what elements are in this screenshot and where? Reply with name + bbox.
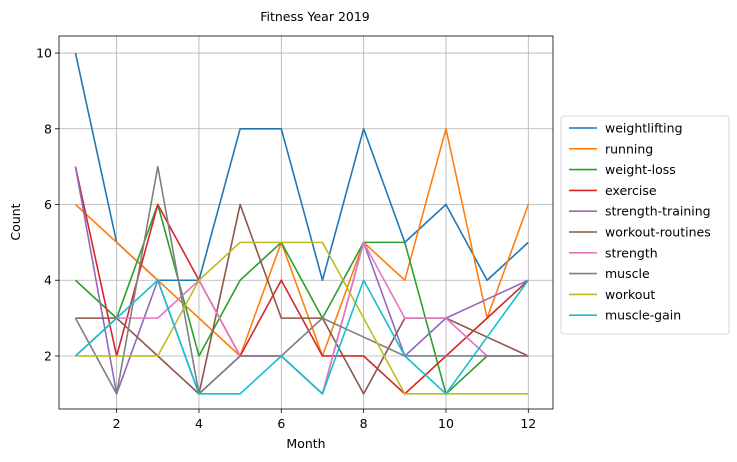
series-line-muscle-gain (74, 279, 529, 395)
series-line-muscle (74, 165, 529, 395)
y-axis-ticks: 2 4 6 8 10 (36, 46, 59, 363)
plot-frame (58, 35, 554, 410)
legend-entry-label: weightlifting (605, 121, 683, 136)
legend-entry-label: strength-training (605, 204, 711, 219)
y-tick-label: 8 (44, 121, 52, 136)
legend-entry-label: weight-loss (605, 162, 676, 177)
series-line-running (74, 127, 530, 357)
x-tick-label: 4 (195, 416, 203, 431)
legend-entry-label: running (605, 141, 653, 156)
legend-entry-label: workout (605, 287, 655, 302)
y-tick-label: 6 (44, 197, 52, 212)
legend-entry-label: muscle (605, 266, 650, 281)
x-tick-label: 8 (360, 416, 368, 431)
chart-title: Fitness Year 2019 (260, 9, 370, 24)
legend-entry-label: muscle-gain (605, 308, 681, 323)
x-tick-label: 12 (520, 416, 536, 431)
x-tick-label: 6 (277, 416, 285, 431)
x-axis-label: Month (286, 436, 325, 451)
y-tick-label: 2 (44, 348, 52, 363)
series-line-workout-routines (75, 203, 529, 395)
x-tick-label: 2 (113, 416, 121, 431)
x-axis-ticks: 2 4 6 8 10 12 (113, 409, 536, 431)
legend-entry-label: workout-routines (605, 225, 711, 240)
series-line-weight-loss (74, 203, 529, 395)
legend-entry-label: exercise (605, 183, 657, 198)
y-axis-label: Count (8, 203, 23, 240)
legend-entry-label: strength (605, 245, 658, 260)
series-line-workout (75, 241, 529, 395)
y-tick-label: 4 (44, 273, 52, 288)
x-tick-label: 10 (438, 416, 454, 431)
y-tick-label: 10 (36, 46, 52, 61)
legend: weightlifting running weight-loss exercise s… (560, 115, 730, 335)
legend-box (560, 115, 730, 335)
series-lines (74, 52, 530, 395)
